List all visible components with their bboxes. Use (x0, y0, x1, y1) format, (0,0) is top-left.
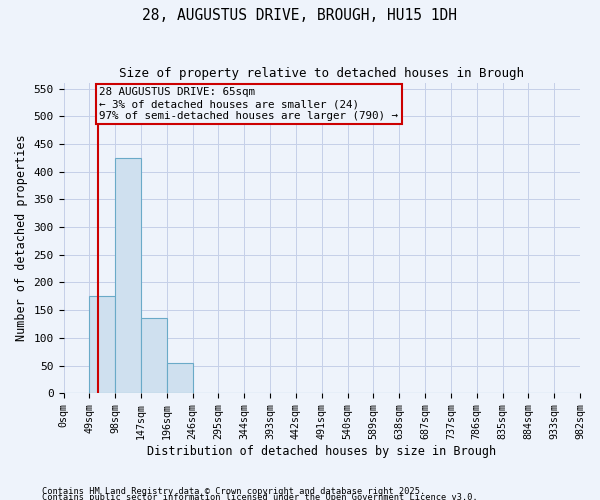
Bar (141, 318, 167, 393)
Bar (115, 158, 141, 393)
Y-axis label: Number of detached properties: Number of detached properties (15, 135, 28, 342)
Title: Size of property relative to detached houses in Brough: Size of property relative to detached ho… (119, 68, 524, 80)
Bar (89, 296, 115, 393)
Bar (167, 363, 193, 393)
Text: Contains public sector information licensed under the Open Government Licence v3: Contains public sector information licen… (42, 492, 478, 500)
Text: 28, AUGUSTUS DRIVE, BROUGH, HU15 1DH: 28, AUGUSTUS DRIVE, BROUGH, HU15 1DH (143, 8, 458, 22)
Text: Contains HM Land Registry data © Crown copyright and database right 2025.: Contains HM Land Registry data © Crown c… (42, 486, 425, 496)
X-axis label: Distribution of detached houses by size in Brough: Distribution of detached houses by size … (147, 444, 496, 458)
Text: 28 AUGUSTUS DRIVE: 65sqm
← 3% of detached houses are smaller (24)
97% of semi-de: 28 AUGUSTUS DRIVE: 65sqm ← 3% of detache… (100, 88, 398, 120)
